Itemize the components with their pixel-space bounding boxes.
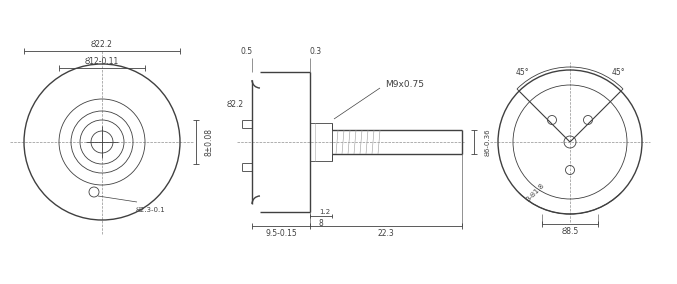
Text: Ȣ2.3-0.1: Ȣ2.3-0.1 bbox=[135, 207, 165, 213]
Text: Ȣ6-0.36: Ȣ6-0.36 bbox=[485, 128, 491, 156]
Text: 45°: 45° bbox=[515, 68, 529, 76]
Text: Ȣ2.2: Ȣ2.2 bbox=[226, 99, 244, 108]
Text: 22.3: 22.3 bbox=[378, 229, 395, 239]
Text: 45°: 45° bbox=[611, 68, 625, 76]
Text: 3-Ȣ1.8: 3-Ȣ1.8 bbox=[525, 182, 545, 202]
Text: 1.2: 1.2 bbox=[320, 209, 330, 215]
Text: Ȣ22.2: Ȣ22.2 bbox=[91, 39, 113, 49]
Text: Ȣ12-0.11: Ȣ12-0.11 bbox=[85, 57, 119, 66]
Text: M9x0.75: M9x0.75 bbox=[385, 80, 424, 89]
Text: 0.5: 0.5 bbox=[241, 47, 253, 55]
Text: Ȣ8.5: Ȣ8.5 bbox=[561, 227, 579, 235]
Text: 8: 8 bbox=[319, 218, 324, 227]
Text: 8±0.08: 8±0.08 bbox=[204, 128, 213, 156]
Text: 0.3: 0.3 bbox=[310, 47, 322, 55]
Text: 9.5-0.15: 9.5-0.15 bbox=[265, 229, 297, 239]
